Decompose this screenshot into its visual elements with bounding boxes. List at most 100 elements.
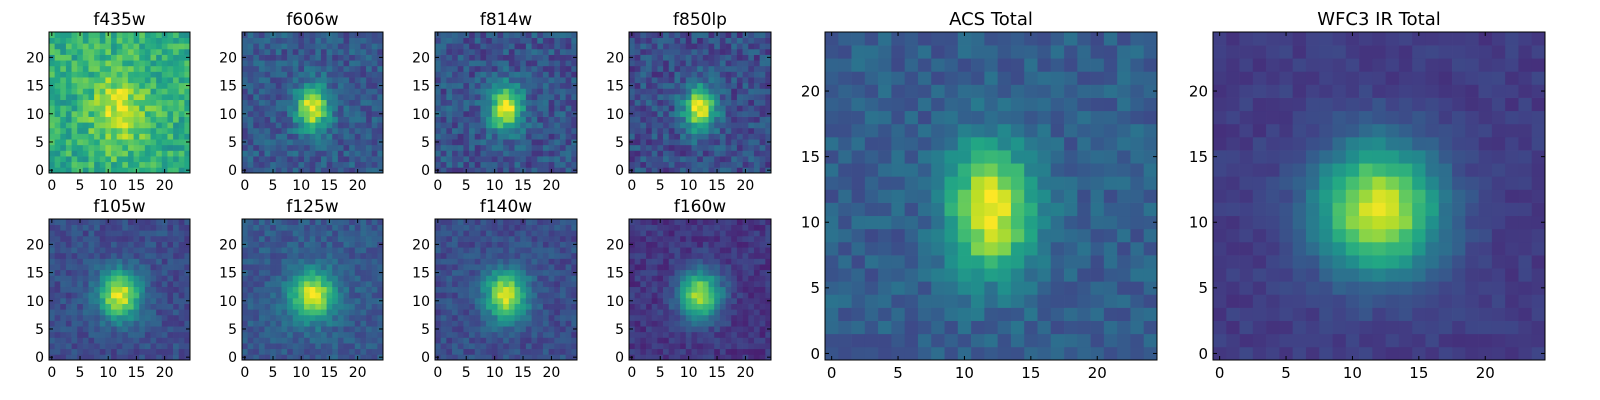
heatmap-cell (452, 264, 459, 271)
heatmap-cell (708, 139, 715, 146)
heatmap-cell (360, 303, 367, 310)
heatmap-cell (446, 247, 453, 254)
heatmap-cell (371, 219, 378, 225)
heatmap-cell (366, 281, 373, 288)
heatmap-cell (571, 331, 578, 338)
heatmap-cell (759, 309, 766, 316)
heatmap-cell (94, 309, 101, 316)
heatmap-cell (480, 275, 487, 282)
heatmap-cell (542, 60, 549, 67)
heatmap-cell (565, 167, 572, 174)
heatmap-cell (127, 144, 134, 151)
heatmap-cell (275, 219, 282, 225)
heatmap-cell (337, 48, 344, 55)
heatmap-cell (691, 32, 698, 38)
heatmap-cell (253, 105, 260, 112)
heatmap-cell (469, 110, 476, 117)
heatmap-cell (258, 348, 265, 355)
heatmap-cell (366, 269, 373, 276)
heatmap-cell (651, 65, 658, 72)
heatmap-cell (571, 264, 578, 271)
heatmap-cell (765, 71, 772, 78)
heatmap-cell (366, 252, 373, 259)
heatmap-cell (54, 348, 61, 355)
heatmap-cell (309, 77, 316, 84)
heatmap-cell (139, 65, 146, 72)
heatmap-cell (457, 105, 464, 112)
heatmap-cell (173, 105, 180, 112)
heatmap-cell (634, 82, 641, 89)
heatmap-cell (315, 48, 322, 55)
heatmap-cell (702, 94, 709, 101)
heatmap-cell (82, 144, 89, 151)
heatmap-cell (332, 269, 339, 276)
heatmap-cell (156, 144, 163, 151)
heatmap-cell (287, 116, 294, 123)
heatmap-cell (253, 65, 260, 72)
heatmap-cell (537, 144, 544, 151)
heatmap-cell (315, 241, 322, 248)
heatmap-cell (565, 297, 572, 304)
heatmap-cell (446, 77, 453, 84)
heatmap-cell (343, 65, 350, 72)
heatmap-cell (440, 252, 447, 259)
heatmap-cell (167, 241, 174, 248)
heatmap-cell (668, 127, 675, 134)
heatmap-cell (264, 167, 271, 174)
heatmap-cell (377, 105, 384, 112)
heatmap-cell (486, 309, 493, 316)
heatmap-cell (525, 32, 532, 38)
heatmap-cell (646, 281, 653, 288)
heatmap-cell (674, 32, 681, 38)
heatmap-cell (122, 275, 129, 282)
heatmap-cell (349, 48, 356, 55)
heatmap-cell (167, 314, 174, 321)
heatmap-cell (497, 252, 504, 259)
heatmap-cell (167, 354, 174, 361)
heatmap-cell (674, 337, 681, 344)
heatmap-cell (292, 224, 299, 231)
heatmap-cell (651, 303, 658, 310)
heatmap-cell (253, 230, 260, 237)
heatmap-cell (748, 292, 755, 299)
heatmap-cell (332, 144, 339, 151)
heatmap-cell (680, 82, 687, 89)
heatmap-cell (514, 224, 521, 231)
heatmap-cell (629, 161, 636, 168)
heatmap-cell (167, 54, 174, 61)
heatmap-cell (122, 116, 129, 123)
heatmap-cell (127, 354, 134, 361)
heatmap-cell (651, 275, 658, 282)
heatmap-cell (480, 314, 487, 321)
heatmap-cell (144, 156, 151, 163)
heatmap-cell (332, 219, 339, 225)
heatmap-cell (337, 116, 344, 123)
heatmap-cell (646, 343, 653, 350)
heatmap-cell (377, 156, 384, 163)
heatmap-cell (520, 110, 527, 117)
heatmap-cell (508, 354, 515, 361)
heatmap-cell (77, 77, 84, 84)
heatmap-cell (503, 326, 510, 333)
heatmap-cell (765, 144, 772, 151)
heatmap-cell (281, 133, 288, 140)
heatmap-cell (440, 167, 447, 174)
heatmap-cell (691, 150, 698, 157)
heatmap-cell (463, 230, 470, 237)
heatmap-cell (668, 32, 675, 38)
heatmap-cell (736, 314, 743, 321)
heatmap-cell (71, 127, 78, 134)
heatmap-cell (275, 105, 282, 112)
heatmap-cell (765, 348, 772, 355)
heatmap-cell (514, 348, 521, 355)
heatmap-cell (736, 150, 743, 157)
heatmap-cell (674, 37, 681, 44)
heatmap-cell (503, 224, 510, 231)
heatmap-cell (463, 110, 470, 117)
heatmap-cell (71, 88, 78, 95)
heatmap-cell (469, 71, 476, 78)
heatmap-cell (634, 275, 641, 282)
heatmap-cell (54, 331, 61, 338)
heatmap-cell (298, 150, 305, 157)
heatmap-cell (122, 241, 129, 248)
